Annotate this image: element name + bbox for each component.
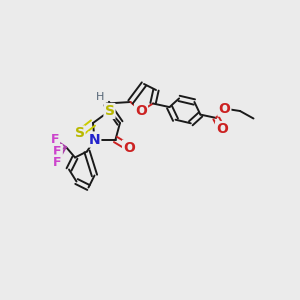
Text: F: F — [53, 145, 62, 158]
Text: F: F — [51, 133, 59, 146]
Text: S: S — [74, 127, 85, 140]
Text: N: N — [89, 133, 100, 146]
Text: O: O — [123, 141, 135, 154]
Text: O: O — [135, 104, 147, 118]
Text: H: H — [96, 92, 104, 102]
Text: O: O — [218, 102, 230, 116]
Text: O: O — [216, 122, 228, 136]
Text: F: F — [53, 155, 62, 169]
Text: S: S — [104, 104, 115, 118]
